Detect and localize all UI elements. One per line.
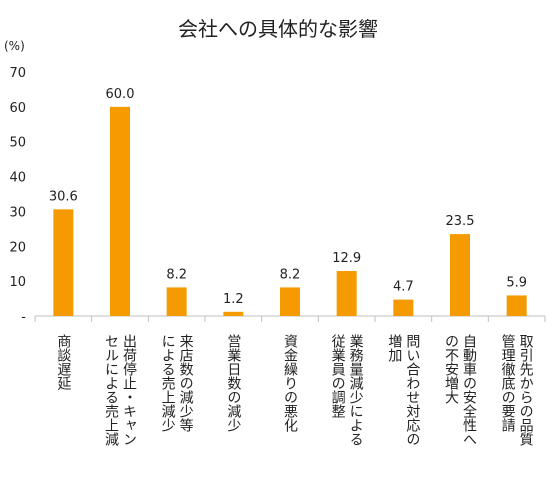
category-label: 管理徹底の要請 (500, 334, 516, 432)
data-label: 12.9 (332, 251, 361, 266)
category-label: 業務量減少による (348, 334, 364, 446)
data-label: 1.2 (223, 292, 244, 307)
category-label: 商談遅延 (55, 334, 71, 390)
category-label: 従業員の調整 (330, 334, 346, 418)
y-tick-label: 60 (9, 101, 26, 116)
bar (53, 209, 74, 316)
y-tick-label: 40 (9, 171, 26, 186)
category-label: 取引先からの品質 (518, 334, 534, 447)
y-tick-label: 30 (9, 205, 26, 220)
bar (450, 234, 470, 316)
category-label: セルによる売上減 (103, 334, 119, 447)
y-axis-unit-label: (%) (4, 39, 25, 53)
data-label: 30.6 (49, 189, 78, 204)
bar (506, 295, 527, 316)
bar (280, 287, 300, 316)
data-label: 60.0 (106, 87, 135, 102)
category-label: 増加 (386, 334, 402, 363)
bar (110, 106, 130, 316)
data-label: 5.9 (506, 275, 527, 290)
data-label: 8.2 (166, 267, 187, 282)
bar (166, 287, 187, 316)
category-label: 出荷停止・キャン (121, 334, 137, 446)
chart-title: 会社への具体的な影響 (178, 17, 378, 41)
bars-group: 30.6 60.0 8.2 1.2 8.2 12.9 4.7 23.5 5.9 (49, 87, 527, 316)
bar (393, 299, 414, 316)
data-label: 8.2 (280, 267, 301, 282)
category-label: 資金繰りの悪化 (282, 334, 298, 433)
data-label: 4.7 (393, 280, 414, 295)
category-label: 自動車の安全性へ (461, 334, 477, 446)
category-label: 来店数の減少等 (178, 334, 194, 432)
y-tick-label: 10 (9, 275, 26, 290)
category-label: の不安増大 (443, 334, 459, 404)
data-label: 23.5 (446, 214, 475, 229)
bar (223, 311, 244, 316)
y-tick-label: 20 (9, 240, 26, 255)
y-tick-label: 70 (9, 66, 26, 81)
category-label: 営業日数の減少 (225, 334, 241, 432)
category-label: による売上減少 (160, 334, 176, 432)
y-tick-label: - (21, 310, 26, 325)
y-tick-label: 50 (9, 136, 26, 151)
category-label: 問い合わせ対応の (404, 334, 420, 446)
bar (336, 271, 357, 316)
